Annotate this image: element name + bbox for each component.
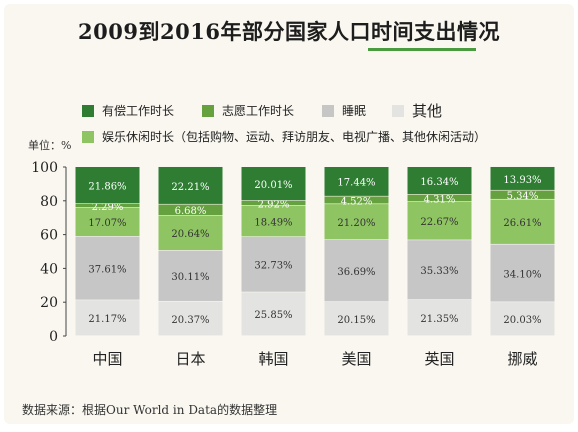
legend-swatch-leisure <box>82 130 94 143</box>
bar-segment-paid_work <box>241 167 306 201</box>
y-tick-label: 40 <box>40 261 58 277</box>
data-label-other: 20.03% <box>503 315 541 326</box>
data-label-sleep: 32.73% <box>254 261 292 272</box>
bar-segment-leisure <box>490 199 555 244</box>
unit-label: 单位：% <box>28 139 72 152</box>
x-tick-label: 英国 <box>424 350 454 368</box>
legend-item-leisure: 娱乐休闲时长（包括购物、运动、拜访朋友、电视广播、其他休闲活动） <box>82 128 486 145</box>
bar-segment-paid_work <box>407 167 472 195</box>
data-label-sleep: 36.69% <box>337 267 375 278</box>
legend-swatch-other <box>392 104 404 117</box>
source-note: 数据来源：根据Our World in Data的数据整理 <box>22 403 278 417</box>
legend-label-paid-work: 有偿工作时长 <box>102 104 175 118</box>
bar-segment-other <box>158 301 223 336</box>
bar-segment-sleep <box>241 236 306 292</box>
data-label-volunteer: 2.29% <box>92 202 124 213</box>
bar-segment-sleep <box>75 236 140 300</box>
chart-card: 2009到2016年部分国家人口时间支出情况 有偿工作时长 志愿工作时长 睡眠 … <box>4 4 574 424</box>
bar-segment-other <box>324 301 389 336</box>
bar-segment-paid_work <box>324 167 389 196</box>
data-label-paid_work: 20.01% <box>254 180 292 191</box>
y-tick-label: 0 <box>49 329 58 345</box>
data-label-sleep: 34.10% <box>503 269 541 280</box>
data-label-leisure: 20.64% <box>171 229 209 240</box>
bar-segment-paid_work <box>158 166 223 204</box>
bar-segment-volunteer <box>324 196 389 204</box>
legend-swatch-sleep <box>322 104 334 117</box>
data-label-other: 25.85% <box>254 310 292 321</box>
legend-label-other: 其他 <box>412 102 443 120</box>
y-tick-label: 100 <box>31 160 58 176</box>
x-tick-label: 美国 <box>341 350 371 368</box>
title-underline <box>368 48 476 51</box>
data-label-other: 21.17% <box>88 314 126 325</box>
data-label-leisure: 26.61% <box>503 218 541 229</box>
data-label-volunteer: 5.34% <box>507 191 539 202</box>
stacked-bar-chart: 0 20 40 60 80 100 21.17% 37.61% 17.07% 2.29% 21.86… <box>31 160 555 368</box>
legend-item-paid-work: 有偿工作时长 <box>82 102 174 119</box>
bar-segment-leisure <box>407 201 472 240</box>
data-label-leisure: 18.49% <box>254 217 292 228</box>
data-label-volunteer: 4.31% <box>424 194 456 205</box>
data-label-other: 21.35% <box>420 314 458 325</box>
data-label-volunteer: 4.52% <box>341 196 373 207</box>
bar-segment-volunteer <box>490 190 555 199</box>
bar-segment-volunteer <box>75 203 140 208</box>
bar-segment-sleep <box>158 250 223 301</box>
data-label-sleep: 37.61% <box>88 264 126 275</box>
chart-title: 2009到2016年部分国家人口时间支出情况 <box>78 19 500 44</box>
bar-segment-volunteer <box>241 200 306 206</box>
bar-segment-other <box>490 302 555 336</box>
bar-segment-other <box>407 299 472 336</box>
legend-item-sleep: 睡眠 <box>322 102 366 119</box>
data-label-paid_work: 21.86% <box>88 181 126 192</box>
legend-swatch-volunteer <box>202 104 214 117</box>
data-label-paid_work: 16.34% <box>420 177 458 188</box>
y-tick-label: 80 <box>40 194 58 210</box>
data-label-paid_work: 22.21% <box>171 182 209 193</box>
bar-segment-sleep <box>490 244 555 302</box>
legend-label-leisure: 娱乐休闲时长（包括购物、运动、拜访朋友、电视广播、其他休闲活动） <box>102 130 487 144</box>
x-tick-label: 韩国 <box>258 350 288 368</box>
legend-swatch-paid-work <box>82 104 94 117</box>
legend-label-sleep: 睡眠 <box>342 104 367 118</box>
data-label-paid_work: 13.93% <box>503 175 541 186</box>
data-label-leisure: 22.67% <box>420 217 458 228</box>
data-label-volunteer: 6.68% <box>175 206 207 217</box>
x-tick-label: 挪威 <box>507 350 537 368</box>
x-tick-label: 日本 <box>175 350 205 368</box>
bar-segment-leisure <box>158 215 223 251</box>
data-label-other: 20.15% <box>337 315 375 326</box>
bar-segment-sleep <box>407 240 472 300</box>
x-tick-label: 中国 <box>92 350 122 368</box>
bar-segment-other <box>241 292 306 336</box>
legend-item-volunteer: 志愿工作时长 <box>202 102 294 119</box>
bar-segment-leisure <box>241 205 306 237</box>
data-label-sleep: 35.33% <box>420 266 458 277</box>
legend-label-volunteer: 志愿工作时长 <box>222 104 295 118</box>
bar-segment-sleep <box>324 239 389 302</box>
bar-segment-leisure <box>324 204 389 240</box>
data-label-sleep: 30.11% <box>171 272 209 283</box>
y-tick-label: 20 <box>40 295 58 311</box>
legend-item-other: 其他 <box>392 100 442 121</box>
bar-segment-leisure <box>75 207 140 237</box>
data-label-paid_work: 17.44% <box>337 178 375 189</box>
bar-segment-paid_work <box>490 166 555 190</box>
data-label-leisure: 17.07% <box>88 218 126 229</box>
data-label-other: 20.37% <box>171 315 209 326</box>
bar-segment-other <box>75 300 140 336</box>
bar-segment-paid_work <box>75 167 140 204</box>
data-label-leisure: 21.20% <box>337 218 375 229</box>
bar-segment-volunteer <box>407 194 472 202</box>
y-tick-label: 60 <box>40 228 58 244</box>
bar-segment-volunteer <box>158 204 223 216</box>
data-label-volunteer: 2.92% <box>258 199 290 210</box>
